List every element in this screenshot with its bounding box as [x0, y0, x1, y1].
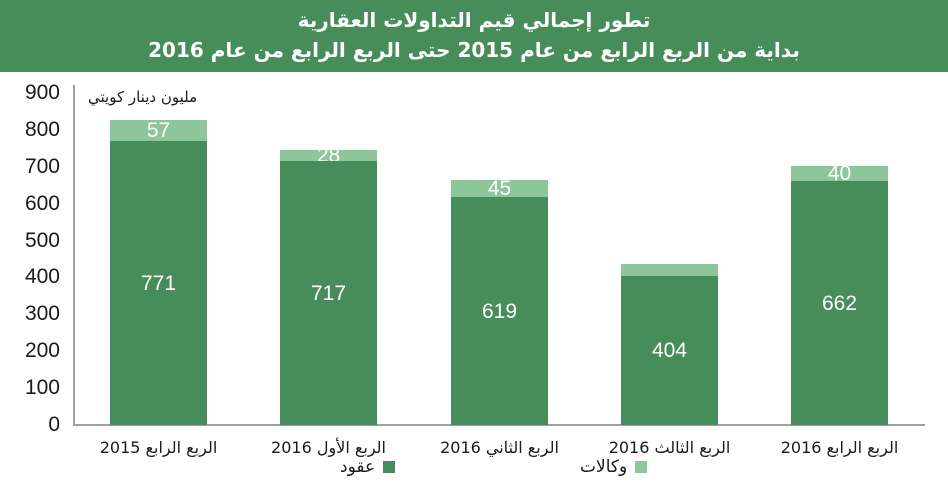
bar-value-label: 45: [487, 177, 512, 201]
bar-value-label: 662: [821, 291, 858, 315]
y-tick-label: 100: [24, 376, 60, 400]
bar-segment-agencies: 28: [280, 145, 377, 166]
stacked-bar: 45 619: [451, 177, 548, 425]
bar-segment-contracts: 717: [280, 160, 377, 425]
legend-label-contracts: عقود: [340, 457, 376, 477]
y-tick-label: 200: [24, 339, 60, 363]
x-axis-line: [73, 424, 925, 426]
y-tick-label: 500: [24, 228, 60, 252]
stacked-bar: 40 662: [791, 162, 888, 425]
bar-value-label: 404: [651, 339, 688, 363]
legend-agencies: وكالات: [580, 457, 648, 477]
bar-segment-agencies: 45: [451, 177, 548, 201]
bar-value-label: 619: [481, 299, 518, 323]
bar-value-label: 717: [310, 281, 347, 305]
x-category-label: الربع الثاني 2016: [440, 438, 559, 457]
bar-segment-contracts: 619: [451, 196, 548, 425]
bar-segment-contracts: 771: [110, 140, 207, 425]
stacked-bar: 404: [621, 263, 718, 425]
legend-swatch-agencies: [635, 461, 648, 473]
y-tick-label: 400: [24, 265, 60, 289]
y-tick-label: 800: [24, 117, 60, 141]
x-category-label: الربع الثالث 2016: [608, 438, 731, 457]
x-category-label: الربع الرابع 2016: [780, 438, 899, 457]
y-tick-label: 700: [24, 154, 60, 178]
legend-contracts: عقود: [340, 457, 396, 477]
bar-segment-contracts: 404: [621, 275, 718, 425]
bar-segment-contracts: 662: [791, 180, 888, 425]
y-tick-label: 300: [24, 302, 60, 326]
chart-header: تطور إجمالي قيم التداولات العقارية بداية…: [0, 0, 948, 72]
chart-title: تطور إجمالي قيم التداولات العقارية: [297, 8, 651, 32]
legend-label-agencies: وكالات: [580, 457, 628, 477]
y-tick-label: 600: [24, 191, 60, 215]
bar-value-label: 771: [140, 271, 177, 295]
bar-value-label: 57: [146, 119, 171, 143]
bar-segment-agencies: 57: [110, 119, 207, 143]
bar-segment-agencies: [621, 263, 718, 276]
y-tick-label: 900: [24, 81, 60, 104]
bar-segment-agencies: 40: [791, 162, 888, 186]
plot-area: مليون دينار كويتي 0 100 200 300 400 500 600 700…: [0, 72, 948, 500]
x-category-label: الربع الأول 2016: [271, 438, 386, 457]
stacked-bar: 28 717: [280, 145, 377, 425]
legend-swatch-contracts: [383, 461, 396, 473]
bar-value-label: 40: [827, 162, 852, 186]
x-category-label: الربع الرابع 2015: [99, 438, 218, 457]
y-axis-line: [73, 85, 75, 426]
y-axis-unit-label: مليون دينار كويتي: [88, 88, 198, 106]
chart-subtitle: بداية من الربع الرابع من عام 2015 حتى ال…: [148, 38, 800, 62]
y-tick-label: 0: [48, 413, 60, 436]
stacked-bar: 57 771: [110, 119, 207, 425]
